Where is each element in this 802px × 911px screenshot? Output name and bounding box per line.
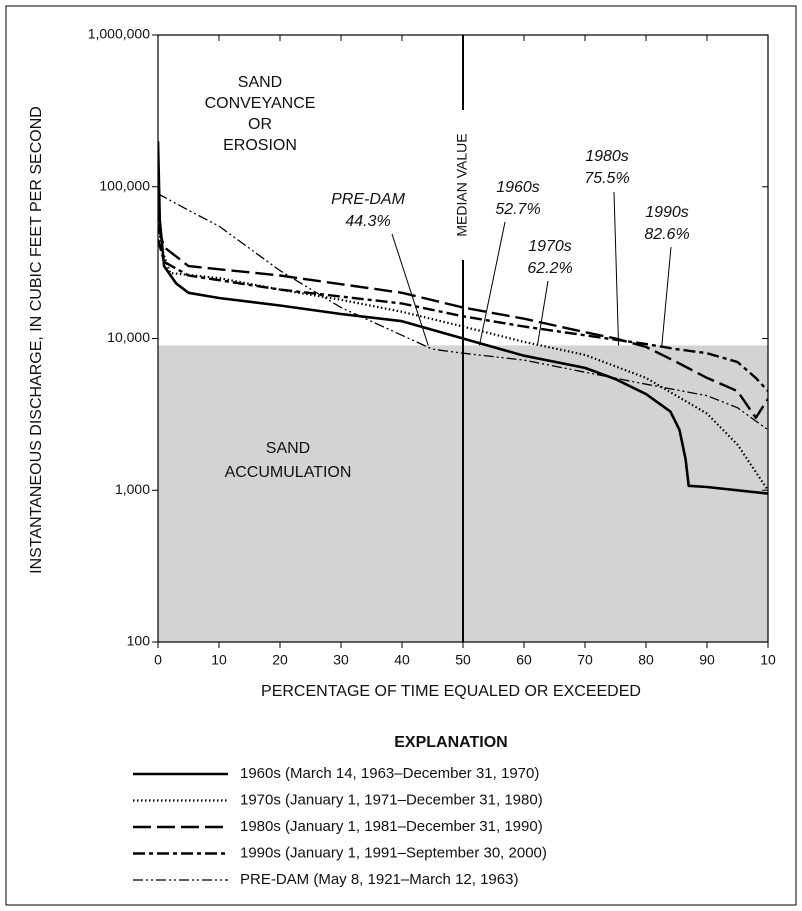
zone-label: EROSION [223, 137, 297, 154]
x-tick-label: 10 [211, 652, 227, 668]
zone-label: OR [248, 116, 272, 133]
flow-curve [158, 225, 768, 419]
x-tick-label: 0 [154, 652, 162, 668]
annotation-value: 52.7% [495, 201, 540, 218]
y-tick-label: 1,000 [115, 481, 150, 497]
annotation: 1980s [585, 148, 629, 165]
zone-label: ACCUMULATION [225, 464, 352, 481]
flow-curve [158, 239, 768, 392]
flow-curve [158, 220, 768, 491]
x-tick-label: 70 [577, 652, 593, 668]
x-tick-label: 20 [272, 652, 288, 668]
annotation: 1960s [496, 179, 540, 196]
zone-label: SAND [266, 440, 310, 457]
leader-line [613, 191, 620, 346]
x-tick-label: 90 [699, 652, 715, 668]
leader-line [536, 280, 549, 346]
x-tick-label: 30 [333, 652, 349, 668]
legend-label: 1960s (March 14, 1963–December 31, 1970) [240, 765, 539, 782]
y-tick-label: 100,000 [99, 177, 150, 193]
y-axis-label: INSTANTANEOUS DISCHARGE, IN CUBIC FEET P… [28, 106, 45, 574]
curves [158, 141, 768, 495]
legend-label: 1990s (January 1, 1991–September 30, 200… [240, 844, 547, 861]
x-tick-label: 80 [638, 652, 654, 668]
leader-line [478, 221, 506, 346]
y-tick-label: 10,000 [107, 329, 150, 345]
y-tick-label: 100 [127, 633, 151, 649]
zone-label: SAND [238, 74, 282, 91]
flow-curve [158, 193, 768, 431]
y-tick-label: 1,000,000 [88, 26, 150, 42]
plot-border [157, 34, 769, 643]
annotation: 1970s [528, 238, 572, 255]
annotation: 1990s [645, 204, 689, 221]
x-axis-label: PERCENTAGE OF TIME EQUALED OR EXCEEDED [261, 683, 641, 700]
flow-curve [158, 141, 768, 495]
legend-label: 1980s (January 1, 1981–December 31, 1990… [240, 818, 543, 835]
frame [5, 5, 797, 906]
median-label-bg [454, 110, 472, 260]
x-tick-label: 60 [516, 652, 532, 668]
legend-label: PRE-DAM (May 8, 1921–March 12, 1963) [240, 871, 518, 888]
zone-label: CONVEYANCE [205, 95, 316, 112]
median-label: MEDIAN VALUE [454, 133, 470, 236]
x-tick-label: 40 [394, 652, 410, 668]
annotation-value: 44.3% [345, 213, 390, 230]
legend-label: 1970s (January 1, 1971–December 31, 1980… [240, 791, 543, 808]
leader-line [661, 246, 672, 346]
annotation-value: 75.5% [584, 170, 629, 187]
x-tick-label: 10 [760, 652, 776, 668]
legend-title: EXPLANATION [394, 734, 507, 751]
annotation-value: 62.2% [527, 260, 572, 277]
annotation-value: 82.6% [644, 226, 689, 243]
leader-line [391, 233, 429, 346]
annotation: PRE-DAM [331, 191, 405, 208]
x-tick-label: 50 [455, 652, 471, 668]
